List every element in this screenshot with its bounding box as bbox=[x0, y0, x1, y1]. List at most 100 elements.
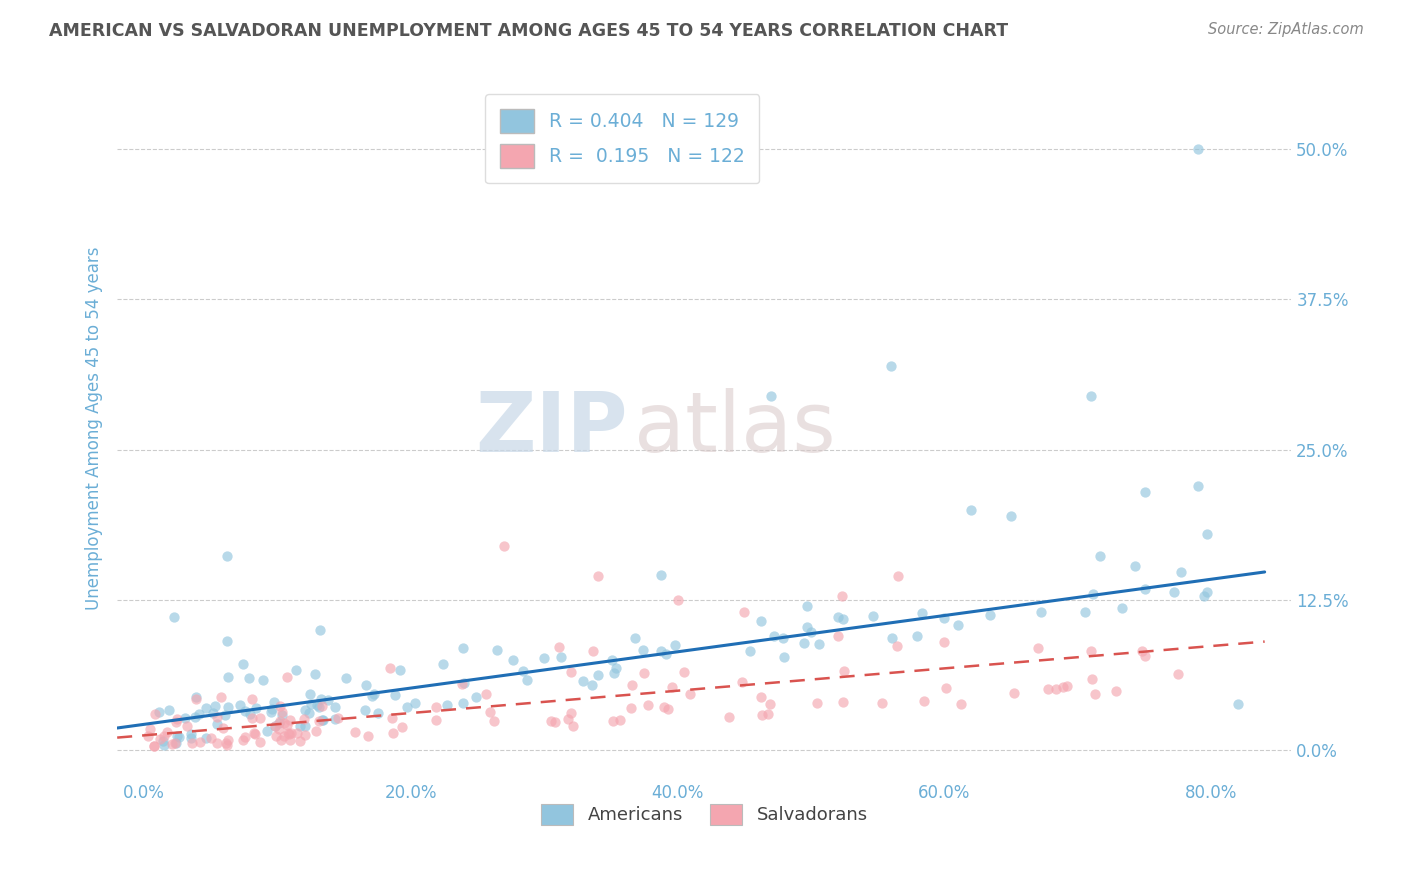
Point bbox=[657, 702, 679, 716]
Point bbox=[260, 702, 283, 716]
Point bbox=[1031, 606, 1053, 620]
Point bbox=[153, 729, 176, 743]
Point bbox=[912, 694, 935, 708]
Point bbox=[934, 634, 956, 648]
Point bbox=[186, 691, 208, 706]
Point bbox=[1130, 644, 1153, 658]
Point bbox=[1170, 565, 1192, 579]
Point bbox=[242, 726, 264, 740]
Point bbox=[949, 698, 972, 712]
Point bbox=[1080, 388, 1102, 402]
Point bbox=[205, 736, 228, 750]
Point bbox=[309, 623, 332, 637]
Point bbox=[215, 738, 238, 752]
Text: atlas: atlas bbox=[634, 388, 835, 469]
Point bbox=[1088, 549, 1111, 563]
Point bbox=[184, 690, 207, 704]
Point bbox=[180, 731, 202, 745]
Point bbox=[749, 690, 772, 704]
Point bbox=[486, 643, 509, 657]
Point bbox=[157, 703, 180, 717]
Point bbox=[650, 568, 672, 582]
Point bbox=[288, 734, 311, 748]
Point bbox=[436, 698, 458, 713]
Point bbox=[217, 549, 239, 563]
Point bbox=[160, 737, 183, 751]
Point bbox=[357, 729, 380, 743]
Point bbox=[212, 721, 235, 735]
Point bbox=[312, 713, 335, 727]
Point bbox=[862, 608, 884, 623]
Point bbox=[631, 642, 654, 657]
Point bbox=[388, 663, 411, 677]
Point bbox=[557, 712, 579, 726]
Point bbox=[793, 636, 815, 650]
Point bbox=[381, 725, 404, 739]
Point bbox=[475, 686, 498, 700]
Point bbox=[235, 704, 257, 718]
Point bbox=[360, 689, 382, 703]
Point bbox=[1167, 666, 1189, 681]
Point bbox=[1002, 686, 1025, 700]
Point bbox=[1197, 527, 1219, 541]
Point bbox=[166, 730, 188, 744]
Point bbox=[979, 607, 1001, 622]
Point bbox=[831, 589, 853, 603]
Point bbox=[624, 631, 647, 645]
Point bbox=[946, 617, 969, 632]
Point bbox=[290, 719, 312, 733]
Point bbox=[165, 736, 187, 750]
Point bbox=[654, 647, 676, 661]
Point bbox=[278, 713, 301, 727]
Point bbox=[217, 700, 239, 714]
Point bbox=[1036, 681, 1059, 696]
Point bbox=[323, 700, 346, 714]
Point bbox=[238, 671, 260, 685]
Point bbox=[533, 650, 555, 665]
Point bbox=[1123, 558, 1146, 573]
Point bbox=[1045, 682, 1067, 697]
Point bbox=[260, 705, 283, 719]
Point bbox=[276, 718, 298, 732]
Point bbox=[294, 719, 316, 733]
Point bbox=[139, 723, 162, 737]
Point bbox=[666, 592, 689, 607]
Point bbox=[796, 599, 818, 614]
Point bbox=[1084, 687, 1107, 701]
Point bbox=[1052, 680, 1074, 694]
Point bbox=[808, 637, 831, 651]
Point bbox=[516, 673, 538, 688]
Point bbox=[240, 692, 263, 706]
Point bbox=[905, 629, 928, 643]
Point bbox=[188, 706, 211, 721]
Point bbox=[571, 674, 593, 689]
Legend: Americans, Salvadorans: Americans, Salvadorans bbox=[531, 795, 877, 834]
Point bbox=[482, 714, 505, 728]
Point bbox=[560, 706, 582, 720]
Point bbox=[827, 610, 849, 624]
Point bbox=[1192, 590, 1215, 604]
Point bbox=[298, 687, 321, 701]
Point bbox=[432, 657, 454, 671]
Point bbox=[1195, 584, 1218, 599]
Point bbox=[304, 667, 326, 681]
Point bbox=[882, 631, 904, 645]
Point bbox=[1226, 697, 1249, 711]
Point bbox=[214, 707, 236, 722]
Point bbox=[756, 707, 779, 722]
Point bbox=[294, 703, 316, 717]
Point bbox=[335, 671, 357, 685]
Text: Source: ZipAtlas.com: Source: ZipAtlas.com bbox=[1208, 22, 1364, 37]
Point bbox=[354, 678, 377, 692]
Point bbox=[245, 700, 267, 714]
Point bbox=[252, 673, 274, 688]
Point bbox=[932, 611, 955, 625]
Point bbox=[453, 676, 475, 690]
Point bbox=[717, 710, 740, 724]
Point bbox=[633, 666, 655, 681]
Point bbox=[294, 728, 316, 742]
Point bbox=[217, 732, 239, 747]
Point bbox=[148, 705, 170, 719]
Point bbox=[1133, 484, 1156, 499]
Point bbox=[167, 730, 190, 744]
